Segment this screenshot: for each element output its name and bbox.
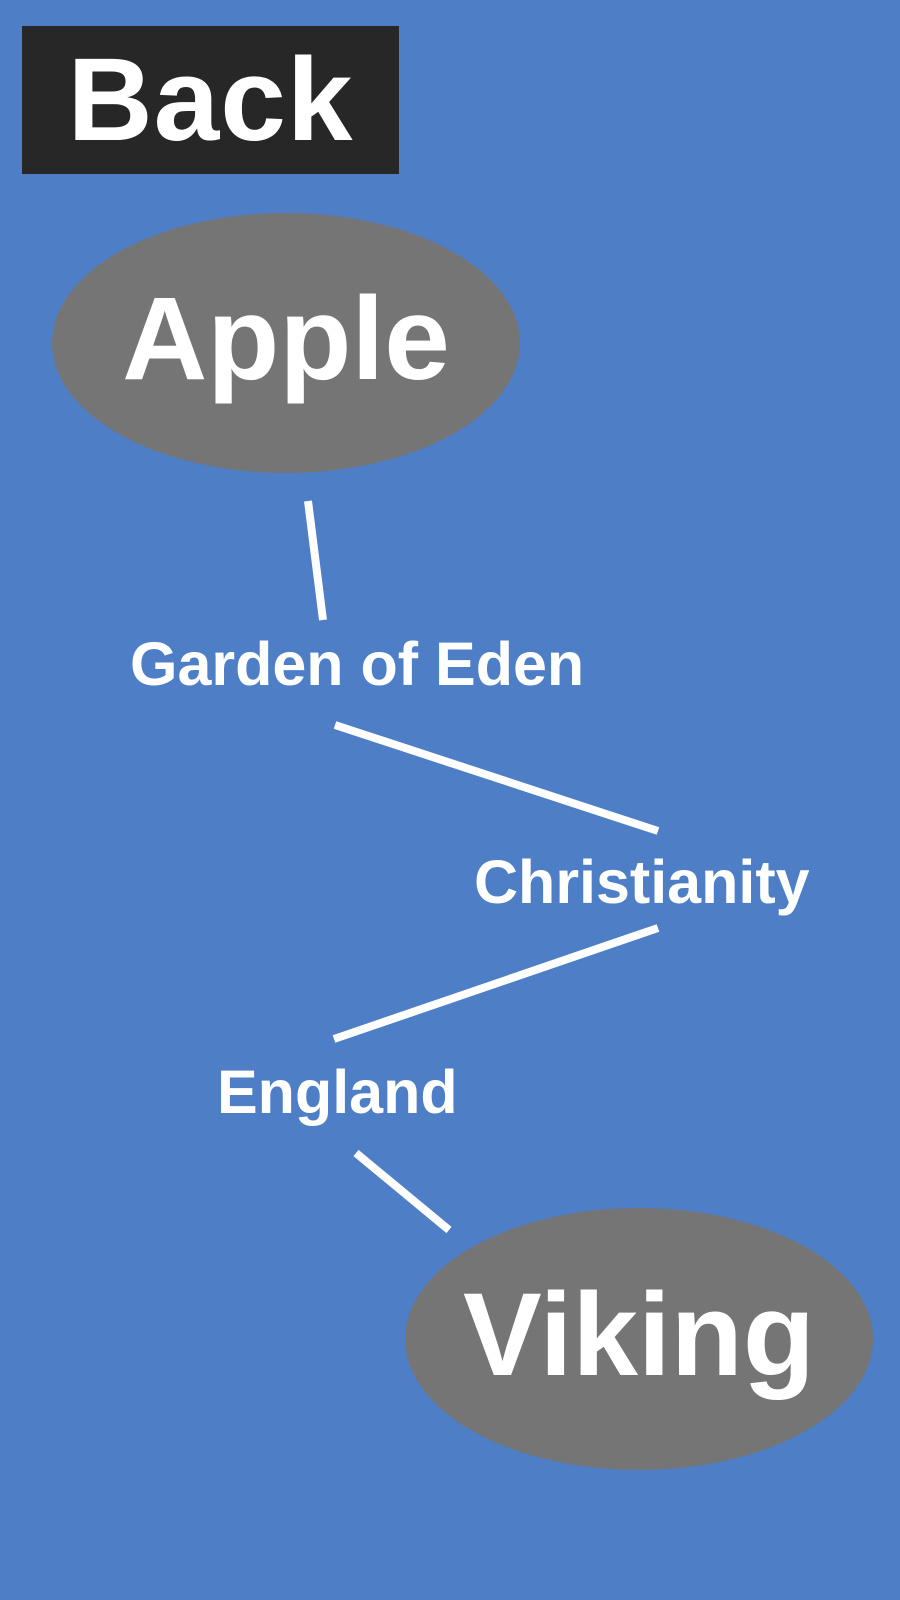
connector-line — [353, 1149, 452, 1234]
start-word-label: Apple — [122, 273, 450, 405]
end-word-label: Viking — [463, 1269, 815, 1401]
chain-step-3: England — [217, 1058, 458, 1126]
back-button[interactable]: Back — [22, 26, 399, 174]
connector-line — [304, 500, 327, 621]
connector-line — [332, 924, 660, 1043]
start-word-bubble: Apple — [52, 213, 520, 473]
chain-step-2: Christianity — [474, 848, 810, 916]
end-word-bubble: Viking — [405, 1208, 873, 1470]
chain-step-1: Garden of Eden — [130, 630, 585, 698]
connector-line — [333, 721, 660, 835]
